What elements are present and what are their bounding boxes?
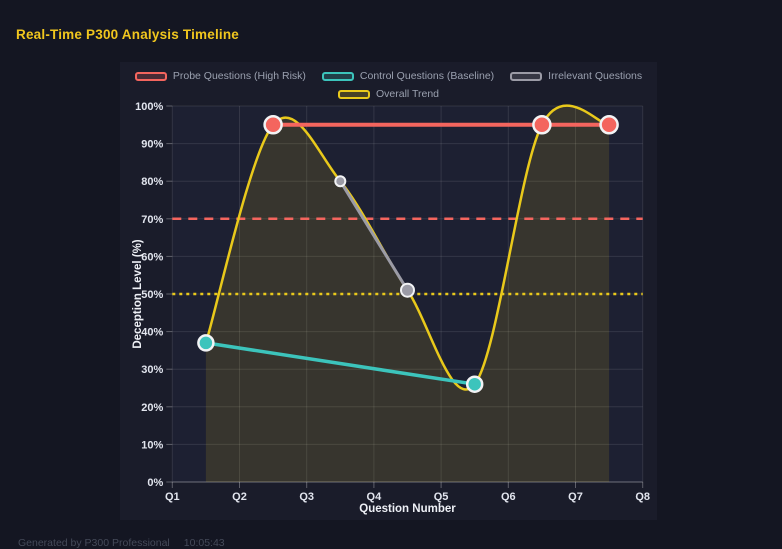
data-point[interactable]: [197, 334, 215, 352]
y-axis-title: Deception Level (%): [132, 239, 144, 349]
y-tick-label: 50%: [141, 289, 163, 301]
legend-item-irrelevant[interactable]: Irrelevant Questions: [510, 68, 642, 84]
legend-item-probe[interactable]: Probe Questions (High Risk): [134, 68, 306, 84]
series-line: [338, 179, 409, 292]
y-tick-label: 30%: [141, 364, 163, 376]
y-tick-label: 100%: [135, 101, 163, 113]
data-point[interactable]: [465, 375, 484, 393]
axis-ticks: 0% 10% 20% 30% 40% 50% 60% 70% 80% 90% 100% Q1 Q2 Q3 Q…: [135, 101, 650, 503]
data-point[interactable]: [400, 282, 415, 298]
legend-label: Control Questions (Baseline): [359, 70, 495, 82]
series-1: [197, 334, 484, 393]
legend-label: Probe Questions (High Risk): [172, 70, 306, 82]
legend-swatch-irrelevant: [510, 71, 543, 81]
y-tick-label: 20%: [141, 402, 163, 414]
chart-legend: Probe Questions (High Risk) Control Ques…: [120, 68, 657, 102]
p300-timeline-chart: 0% 10% 20% 30% 40% 50% 60% 70% 80% 90% 100% Q1 Q2 Q3 Q…: [135, 101, 650, 503]
x-tick-label: Q2: [232, 491, 247, 503]
legend-item-trend[interactable]: Overall Trend: [337, 86, 440, 102]
footer-time: 10:05:43: [183, 537, 225, 549]
x-tick-label: Q1: [165, 491, 180, 503]
x-tick-label: Q6: [501, 491, 516, 503]
series-0: [263, 115, 619, 135]
x-axis-title: Question Number: [359, 503, 456, 515]
x-tick-label: Q5: [434, 491, 449, 503]
x-tick-label: Q3: [299, 491, 314, 503]
x-tick-label: Q7: [568, 491, 583, 503]
x-tick-label: Q4: [367, 491, 383, 503]
y-tick-label: 40%: [141, 327, 163, 339]
footer-generated-by: Generated by P300 Professional: [18, 537, 170, 549]
x-tick-label: Q8: [635, 491, 650, 503]
y-tick-label: 10%: [141, 439, 163, 451]
series-line: [204, 341, 477, 386]
data-point[interactable]: [263, 115, 283, 135]
legend-swatch-control: [321, 71, 354, 81]
series-2: [334, 175, 415, 298]
data-point[interactable]: [334, 175, 347, 188]
y-tick-label: 80%: [141, 176, 163, 188]
y-tick-label: 60%: [141, 251, 163, 263]
legend-label: Overall Trend: [375, 88, 440, 100]
page-title: Real-Time P300 Analysis Timeline: [16, 27, 240, 42]
chart-panel: 0% 10% 20% 30% 40% 50% 60% 70% 80% 90% 100% Q1 Q2 Q3 Q…: [120, 62, 657, 520]
y-tick-label: 0%: [147, 477, 163, 489]
legend-swatch-probe: [134, 71, 167, 81]
legend-item-control[interactable]: Control Questions (Baseline): [321, 68, 495, 84]
chart-footer: Generated by P300 Professional 10:05:43: [18, 537, 225, 549]
y-tick-label: 70%: [141, 214, 163, 226]
legend-swatch-trend: [337, 89, 370, 99]
legend-row-2: Overall Trend: [337, 86, 440, 102]
y-tick-label: 90%: [141, 139, 163, 151]
legend-row-1: Probe Questions (High Risk) Control Ques…: [134, 68, 642, 84]
data-point[interactable]: [532, 115, 552, 135]
legend-label: Irrelevant Questions: [548, 70, 643, 82]
data-point[interactable]: [599, 115, 619, 135]
